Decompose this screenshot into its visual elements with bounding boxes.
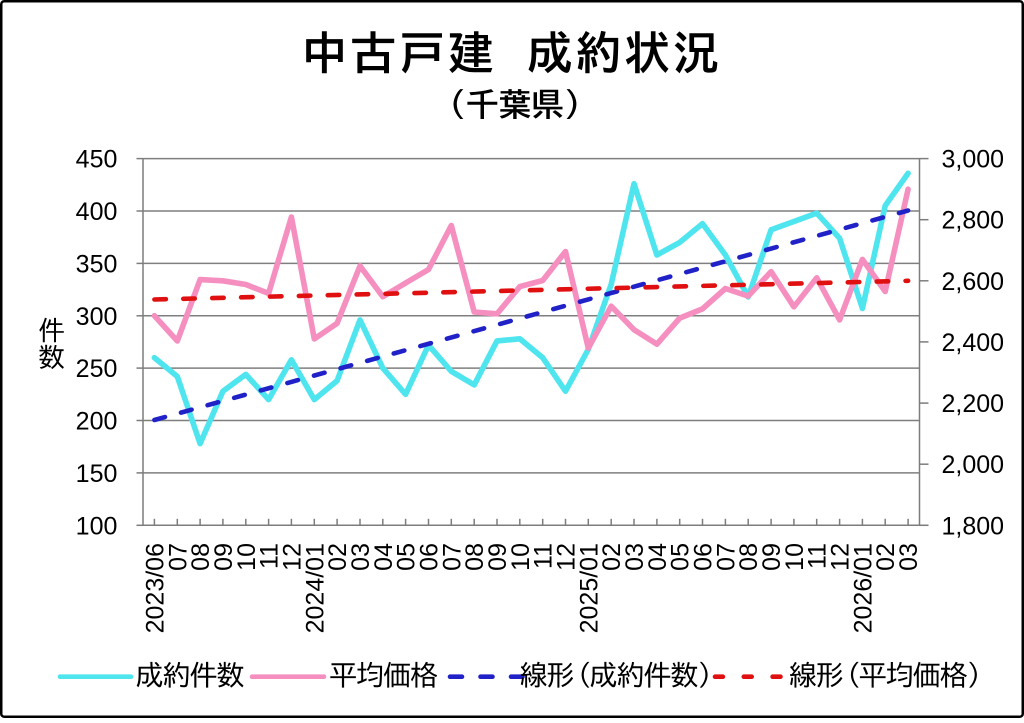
svg-text:2,400: 2,400 — [942, 329, 1005, 357]
svg-text:2,600: 2,600 — [942, 268, 1005, 296]
svg-text:2026/01: 2026/01 — [849, 543, 877, 633]
svg-text:2,800: 2,800 — [942, 207, 1005, 235]
svg-text:06: 06 — [416, 543, 444, 571]
svg-text:11: 11 — [530, 543, 558, 569]
svg-text:08: 08 — [461, 543, 489, 571]
svg-text:2023/06: 2023/06 — [141, 543, 169, 633]
svg-text:09: 09 — [210, 543, 238, 571]
svg-text:200: 200 — [76, 408, 118, 436]
svg-text:02: 02 — [598, 543, 626, 571]
svg-text:10: 10 — [233, 543, 261, 571]
svg-text:150: 150 — [76, 460, 118, 488]
svg-text:2,000: 2,000 — [942, 451, 1005, 479]
svg-text:350: 350 — [76, 250, 118, 278]
svg-text:12: 12 — [553, 543, 581, 571]
svg-text:06: 06 — [690, 543, 718, 571]
svg-text:2024/01: 2024/01 — [301, 543, 329, 633]
svg-text:1,800: 1,800 — [942, 512, 1005, 540]
svg-text:08: 08 — [187, 543, 215, 571]
svg-text:05: 05 — [393, 543, 421, 571]
svg-text:2,200: 2,200 — [942, 390, 1005, 418]
svg-text:10: 10 — [507, 543, 535, 571]
svg-text:12: 12 — [278, 543, 306, 571]
svg-text:11: 11 — [256, 543, 284, 569]
svg-text:2025/01: 2025/01 — [575, 543, 603, 633]
svg-text:03: 03 — [621, 543, 649, 571]
svg-text:07: 07 — [164, 543, 192, 571]
svg-text:250: 250 — [76, 355, 118, 383]
svg-text:02: 02 — [872, 543, 900, 571]
svg-text:03: 03 — [895, 543, 923, 571]
svg-text:04: 04 — [644, 543, 672, 571]
svg-text:09: 09 — [758, 543, 786, 571]
svg-text:09: 09 — [484, 543, 512, 571]
svg-text:04: 04 — [370, 543, 398, 571]
svg-text:100: 100 — [76, 512, 118, 540]
svg-text:07: 07 — [712, 543, 740, 571]
svg-text:450: 450 — [76, 146, 118, 174]
svg-text:08: 08 — [735, 543, 763, 571]
svg-text:05: 05 — [667, 543, 695, 571]
svg-text:3,000: 3,000 — [942, 146, 1005, 174]
svg-text:10: 10 — [781, 543, 809, 571]
svg-text:12: 12 — [827, 543, 855, 571]
svg-text:11: 11 — [804, 543, 832, 569]
svg-text:400: 400 — [76, 198, 118, 226]
svg-text:300: 300 — [76, 303, 118, 331]
svg-text:03: 03 — [347, 543, 375, 571]
svg-text:07: 07 — [438, 543, 466, 571]
svg-text:02: 02 — [324, 543, 352, 571]
